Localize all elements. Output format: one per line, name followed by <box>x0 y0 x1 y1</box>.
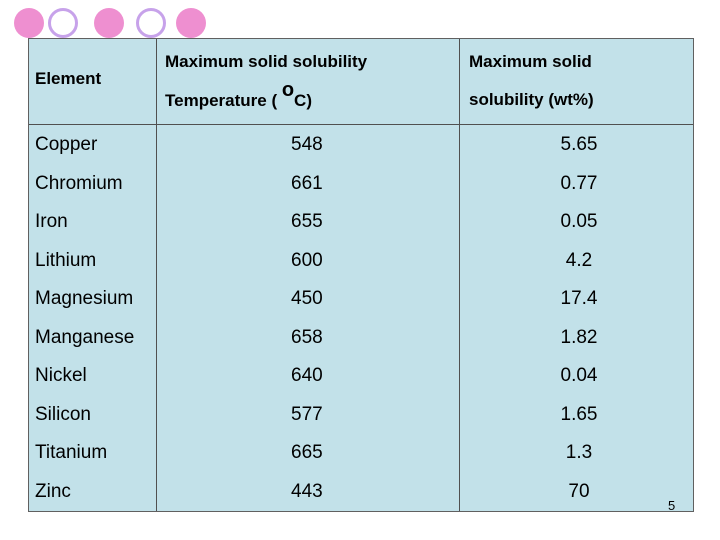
header-solubility-line1: Maximum solid <box>469 52 592 71</box>
row-temperature: 443 <box>291 480 323 502</box>
column-divider <box>156 39 157 511</box>
row-solubility: 70 <box>568 480 590 502</box>
row-temperature: 450 <box>291 288 323 309</box>
row-temperature: 655 <box>291 211 323 232</box>
row-temperature: 658 <box>291 326 323 348</box>
solubility-table: Element Maximum solid solubility Tempera… <box>28 38 694 512</box>
row-temperature: 577 <box>291 403 323 425</box>
row-element: Titanium <box>35 442 108 463</box>
outline-circle-decor <box>48 8 78 38</box>
row-element: Zinc <box>35 480 71 502</box>
row-solubility: 1.82 <box>560 326 598 348</box>
row-temperature: 548 <box>291 134 323 155</box>
row-temperature: 640 <box>291 365 323 386</box>
pink-circle-decor <box>14 8 44 38</box>
row-element: Chromium <box>35 172 123 194</box>
row-element: Copper <box>35 134 98 155</box>
row-solubility: 0.04 <box>560 365 598 386</box>
row-solubility: 17.4 <box>560 288 598 309</box>
row-element: Iron <box>35 211 68 232</box>
pink-circle-decor <box>94 8 124 38</box>
row-element: Manganese <box>35 326 135 348</box>
row-solubility: 4.2 <box>565 249 593 271</box>
header-divider <box>29 124 693 125</box>
row-solubility: 1.65 <box>560 403 598 425</box>
row-solubility: 0.05 <box>560 211 598 232</box>
page-number: 5 <box>668 498 676 513</box>
row-temperature: 600 <box>291 249 323 271</box>
pink-circle-decor <box>176 8 206 38</box>
row-solubility: 0.77 <box>560 172 598 194</box>
header-element: Element <box>35 69 102 88</box>
degree-symbol: o <box>281 79 295 101</box>
row-element: Nickel <box>35 365 87 386</box>
header-temperature-line1: Maximum solid solubility <box>165 52 368 71</box>
row-solubility: 1.3 <box>565 442 593 463</box>
row-element: Magnesium <box>35 288 134 309</box>
row-temperature: 661 <box>291 172 323 194</box>
row-element: Lithium <box>35 249 97 271</box>
header-temperature-line2: Temperature ( oC) <box>165 79 312 110</box>
row-element: Silicon <box>35 403 91 425</box>
decorative-circles <box>14 8 214 48</box>
row-temperature: 665 <box>291 442 323 463</box>
header-solubility-line2: solubility (wt%) <box>469 90 594 109</box>
outline-circle-decor <box>136 8 166 38</box>
column-divider <box>459 39 460 511</box>
row-solubility: 5.65 <box>560 134 598 155</box>
